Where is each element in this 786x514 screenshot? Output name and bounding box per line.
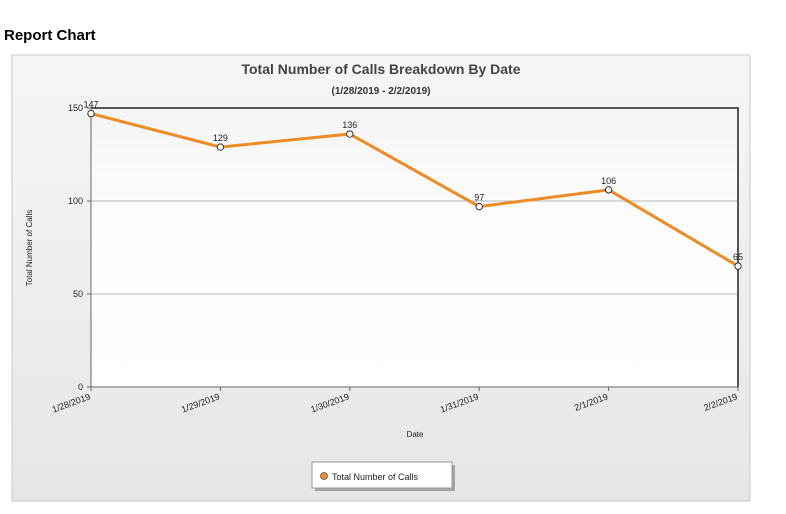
data-label: 147: [83, 100, 98, 110]
legend: Total Number of Calls: [311, 461, 455, 491]
data-point: [475, 202, 483, 211]
plot-area: [91, 108, 738, 387]
chart-subtitle: (1/28/2019 - 2/2/2019): [332, 86, 431, 97]
y-axis-title: Total Number of Calls: [25, 210, 34, 286]
data-point: [734, 262, 742, 270]
data-point: [216, 143, 225, 151]
data-label: 136: [342, 120, 357, 130]
data-point: [346, 130, 354, 138]
series-group: 147 129 136 97 106 65: [83, 100, 743, 270]
data-label: 97: [474, 193, 484, 203]
y-tick-label: 0: [78, 382, 83, 392]
data-label: 65: [733, 252, 743, 262]
y-tick-label: 100: [68, 196, 83, 206]
x-axis-title: Date: [407, 430, 424, 439]
plot-border: [91, 107, 739, 387]
data-point: [604, 186, 613, 194]
y-tick-label: 150: [68, 103, 83, 113]
y-tick-label: 50: [73, 289, 83, 299]
series-line: [89, 112, 740, 268]
y-tick-labels: 0 50 100 150: [68, 103, 91, 392]
chart-title: Total Number of Calls Breakdown By Date: [241, 61, 520, 77]
data-label: 129: [213, 133, 228, 143]
data-label: 106: [601, 176, 616, 186]
page-title: Report Chart: [4, 27, 96, 44]
legend-box: [311, 461, 453, 489]
data-point: [87, 109, 95, 118]
legend-marker: [320, 472, 328, 480]
legend-label: Total Number of Calls: [332, 472, 419, 482]
